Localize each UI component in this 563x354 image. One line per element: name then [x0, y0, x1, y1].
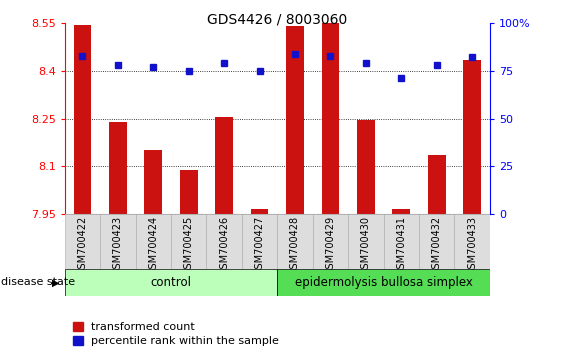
Text: disease state: disease state [1, 277, 75, 287]
Text: GDS4426 / 8003060: GDS4426 / 8003060 [207, 12, 347, 27]
Text: GSM700432: GSM700432 [432, 216, 442, 275]
Bar [207, 214, 242, 269]
Bar [321, 23, 339, 214]
Bar [180, 170, 198, 214]
Bar [383, 214, 419, 269]
Text: GSM700429: GSM700429 [325, 216, 336, 275]
Legend: transformed count, percentile rank within the sample: transformed count, percentile rank withi… [70, 320, 282, 348]
Text: GSM700427: GSM700427 [254, 216, 265, 275]
Bar [100, 214, 136, 269]
Bar [109, 122, 127, 214]
Bar [286, 26, 304, 214]
Bar [251, 210, 269, 214]
Text: ▶: ▶ [52, 277, 60, 287]
Text: GSM700422: GSM700422 [78, 216, 87, 275]
Text: GSM700426: GSM700426 [219, 216, 229, 275]
Bar [278, 214, 312, 269]
Bar [215, 117, 233, 214]
Text: GSM700430: GSM700430 [361, 216, 371, 275]
Bar [278, 269, 490, 296]
Bar [348, 214, 383, 269]
Bar [392, 210, 410, 214]
Text: GSM700431: GSM700431 [396, 216, 406, 275]
Bar [65, 269, 278, 296]
Text: GSM700423: GSM700423 [113, 216, 123, 275]
Bar [312, 214, 348, 269]
Bar [357, 120, 375, 214]
Text: GSM700428: GSM700428 [290, 216, 300, 275]
Bar [454, 214, 490, 269]
Bar [171, 214, 207, 269]
Text: GSM700433: GSM700433 [467, 216, 477, 275]
Bar [242, 214, 277, 269]
Text: GSM700424: GSM700424 [148, 216, 158, 275]
Text: GSM700425: GSM700425 [184, 216, 194, 275]
Bar [145, 150, 162, 214]
Bar [463, 60, 481, 214]
Bar [428, 155, 445, 214]
Text: epidermolysis bullosa simplex: epidermolysis bullosa simplex [294, 276, 472, 289]
Bar [74, 25, 91, 214]
Bar [65, 214, 100, 269]
Bar [419, 214, 454, 269]
Text: control: control [150, 276, 191, 289]
Bar [136, 214, 171, 269]
